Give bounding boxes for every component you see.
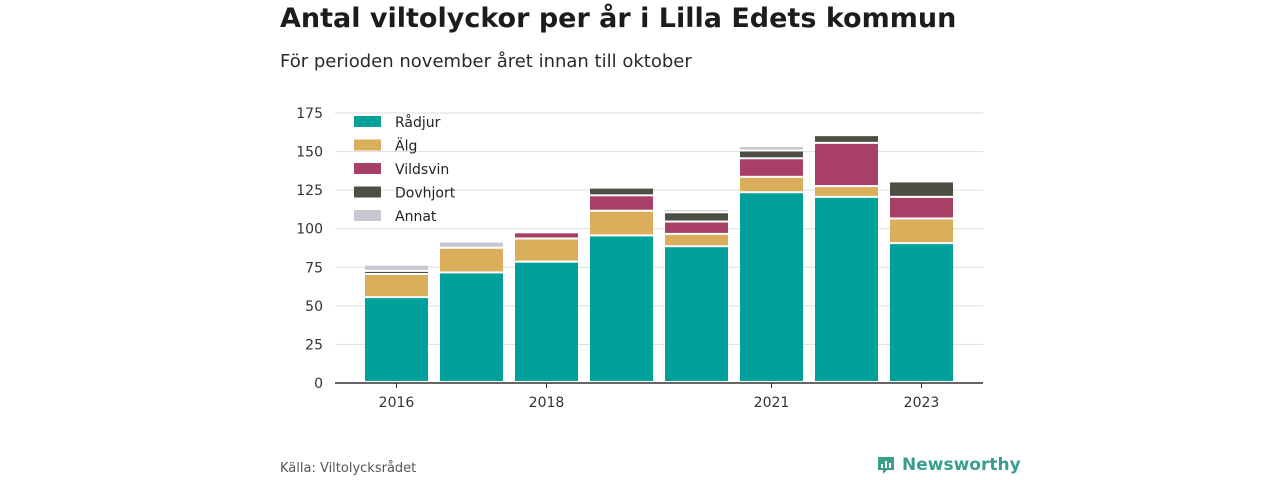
legend-swatch bbox=[354, 116, 381, 127]
x-tick-label: 2023 bbox=[904, 395, 940, 411]
bar-segment bbox=[890, 182, 953, 196]
bar-segment bbox=[815, 197, 878, 381]
bar-segment bbox=[665, 234, 728, 246]
bar-segment bbox=[890, 219, 953, 243]
bar-segment bbox=[440, 273, 503, 381]
bar-segment bbox=[740, 151, 803, 158]
bar-segment bbox=[440, 242, 503, 247]
y-tick-label: 100 bbox=[296, 222, 323, 238]
bar-segment bbox=[365, 298, 428, 381]
legend-label: Dovhjort bbox=[395, 186, 456, 202]
bar-segment bbox=[740, 146, 803, 150]
bar-segment bbox=[515, 233, 578, 238]
bar-segment bbox=[515, 262, 578, 381]
bar-segment bbox=[890, 244, 953, 381]
y-tick-label: 25 bbox=[305, 337, 323, 353]
bar-segment bbox=[365, 265, 428, 270]
bar-segment bbox=[740, 159, 803, 176]
y-tick-label: 150 bbox=[296, 145, 323, 161]
y-tick-label: 50 bbox=[305, 299, 323, 315]
legend-swatch bbox=[354, 163, 381, 174]
bar-segment bbox=[740, 193, 803, 381]
legend-swatch bbox=[354, 186, 381, 198]
bar-segment bbox=[365, 271, 428, 273]
y-tick-label: 175 bbox=[296, 106, 323, 122]
newsworthy-logo[interactable]: Newsworthy bbox=[876, 455, 1021, 475]
bar-segment bbox=[665, 222, 728, 233]
bar-segment bbox=[815, 136, 878, 142]
bar-segment bbox=[440, 248, 503, 272]
bar-segment bbox=[815, 187, 878, 196]
bar-segment bbox=[590, 196, 653, 210]
newsworthy-logo-icon bbox=[878, 457, 894, 474]
y-tick-label: 0 bbox=[314, 376, 323, 392]
legend-label: Annat bbox=[395, 209, 437, 225]
chart-title: Antal viltolyckor per år i Lilla Edets k… bbox=[280, 3, 957, 34]
y-tick-label: 75 bbox=[305, 260, 323, 276]
bar-segment bbox=[665, 210, 728, 212]
x-tick-label: 2016 bbox=[379, 395, 415, 411]
bar-segment bbox=[590, 211, 653, 235]
chart-subtitle: För perioden november året innan till ok… bbox=[280, 51, 692, 72]
newsworthy-logo-text: Newsworthy bbox=[902, 455, 1021, 475]
bar-segment bbox=[815, 143, 878, 186]
source-note: Källa: Viltolycksrådet bbox=[280, 461, 417, 476]
bar-segment bbox=[590, 236, 653, 381]
bar-segment bbox=[515, 239, 578, 261]
bar-segment bbox=[590, 188, 653, 195]
legend-label: Vildsvin bbox=[395, 162, 449, 178]
y-tick-label: 125 bbox=[296, 183, 323, 199]
legend-swatch bbox=[354, 139, 381, 151]
bar-segment bbox=[665, 247, 728, 381]
bar-segment bbox=[365, 275, 428, 297]
legend-label: Älg bbox=[395, 137, 417, 155]
bar-segment bbox=[740, 177, 803, 192]
bar-segment bbox=[890, 197, 953, 218]
bar-segment bbox=[665, 213, 728, 221]
legend-label: Rådjur bbox=[395, 114, 441, 131]
x-tick-label: 2018 bbox=[529, 395, 565, 411]
legend-swatch bbox=[354, 210, 381, 221]
x-tick-label: 2021 bbox=[754, 395, 790, 411]
